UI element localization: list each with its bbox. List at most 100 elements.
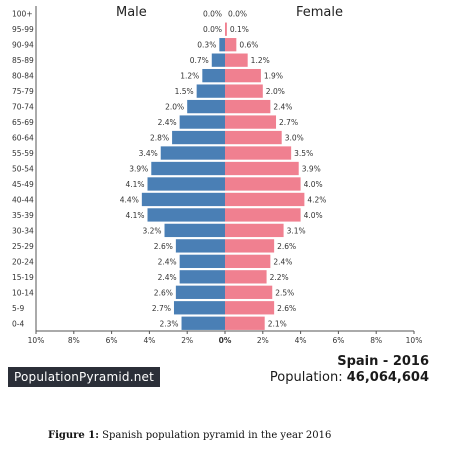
female-bar [225, 192, 305, 207]
male-value-label: 0.0% [203, 25, 222, 34]
female-bar [225, 285, 273, 299]
age-group-label: 40-44 [12, 195, 34, 204]
age-group-label: 100+ [12, 10, 33, 19]
female-bar [225, 38, 237, 52]
male-bar [160, 146, 225, 160]
female-bar [225, 223, 284, 238]
age-group-label: 30-34 [12, 226, 34, 235]
x-tick-label: 10% [406, 336, 423, 345]
male-value-label: 2.6% [154, 242, 173, 251]
age-group-label: 5-9 [12, 304, 24, 313]
age-group-label: 45-49 [12, 180, 34, 189]
country-year-title: Spain - 2016 [337, 354, 429, 369]
male-value-label: 2.7% [152, 304, 171, 313]
male-bar [181, 316, 225, 330]
female-bar [225, 301, 275, 315]
male-bar [175, 285, 225, 299]
female-bar [225, 316, 265, 330]
male-value-label: 3.2% [142, 226, 161, 235]
female-bar [225, 270, 267, 284]
female-bar [225, 177, 301, 191]
age-group-label: 0-4 [12, 319, 24, 328]
female-value-label: 3.1% [287, 226, 306, 235]
male-bar [179, 254, 225, 269]
female-value-label: 4.0% [304, 180, 323, 189]
male-bar [175, 239, 225, 253]
female-value-label: 1.2% [251, 56, 270, 65]
male-bar [173, 301, 225, 315]
age-group-label: 50-54 [12, 165, 34, 174]
age-group-label: 10-14 [12, 288, 34, 297]
age-group-label: 25-29 [12, 242, 34, 251]
age-group-label: 75-79 [12, 87, 34, 96]
male-value-label: 0.3% [197, 41, 216, 50]
x-tick-label: 4% [295, 336, 307, 345]
figure-caption-text: Spanish population pyramid in the year 2… [102, 430, 332, 441]
female-value-label: 2.1% [268, 319, 287, 328]
male-value-label: 4.4% [120, 195, 139, 204]
male-value-label: 1.2% [180, 72, 199, 81]
male-bar [151, 161, 225, 176]
female-value-label: 3.5% [294, 149, 313, 158]
male-value-label: 2.0% [165, 103, 184, 112]
male-value-label: 2.3% [159, 319, 178, 328]
female-value-label: 1.9% [264, 72, 283, 81]
age-group-label: 90-94 [12, 41, 34, 50]
age-group-label: 15-19 [12, 273, 34, 282]
female-bar [225, 115, 277, 129]
female-value-label: 4.0% [304, 211, 323, 220]
x-tick-label: 6% [106, 336, 118, 345]
female-bar [225, 161, 299, 176]
female-value-label: 3.0% [285, 134, 304, 143]
age-group-label: 20-24 [12, 257, 34, 266]
male-value-label: 1.5% [175, 87, 194, 96]
x-tick-label: 4% [143, 336, 155, 345]
female-bar [225, 22, 227, 36]
population-value: 46,064,604 [346, 370, 429, 385]
age-group-label: 60-64 [12, 134, 34, 143]
x-tick-label: 6% [332, 336, 344, 345]
male-bar [164, 223, 225, 238]
x-tick-label: 10% [28, 336, 45, 345]
female-value-label: 2.4% [273, 257, 292, 266]
male-bar [172, 130, 225, 145]
population-label: Population: [269, 370, 343, 385]
age-group-label: 55-59 [12, 149, 34, 158]
female-value-label: 2.5% [275, 288, 294, 297]
male-value-label: 0.7% [190, 56, 209, 65]
population-pyramid-chart: Male Female 100+ 0.0% 0.0% 95-99 0.0% 0.1% 90-94… [12, 5, 423, 345]
female-bar [225, 239, 275, 253]
male-value-label: 4.1% [125, 211, 144, 220]
female-bar [225, 208, 301, 222]
female-bar [225, 146, 292, 160]
male-bar [187, 99, 225, 114]
female-value-label: 0.0% [228, 10, 247, 19]
age-group-label: 80-84 [12, 72, 34, 81]
male-bar [179, 115, 225, 129]
male-bar [202, 68, 225, 83]
brand-badge[interactable]: PopulationPyramid.net [8, 367, 161, 387]
figure-caption-label: Figure 1: [48, 430, 99, 441]
female-bar [225, 130, 282, 145]
age-group-label: 85-89 [12, 56, 34, 65]
x-tick-label: 8% [370, 336, 382, 345]
male-value-label: 2.4% [158, 257, 177, 266]
female-value-label: 2.7% [279, 118, 298, 127]
figure-caption: Figure 1: Spanish population pyramid in … [48, 430, 331, 441]
x-tick-label: 0% [219, 336, 232, 345]
female-header: Female [296, 5, 343, 20]
male-header: Male [116, 5, 147, 20]
male-bar [179, 270, 225, 284]
male-bar [141, 192, 225, 207]
age-group-label: 95-99 [12, 25, 34, 34]
female-value-label: 2.0% [266, 87, 285, 96]
x-tick-label: 2% [257, 336, 269, 345]
female-value-label: 0.6% [239, 41, 258, 50]
male-value-label: 2.4% [158, 118, 177, 127]
male-value-label: 2.6% [154, 288, 173, 297]
female-bar [225, 53, 248, 67]
male-bar [211, 53, 225, 67]
male-value-label: 2.4% [158, 273, 177, 282]
male-bar [147, 177, 225, 191]
female-value-label: 4.2% [307, 195, 326, 204]
